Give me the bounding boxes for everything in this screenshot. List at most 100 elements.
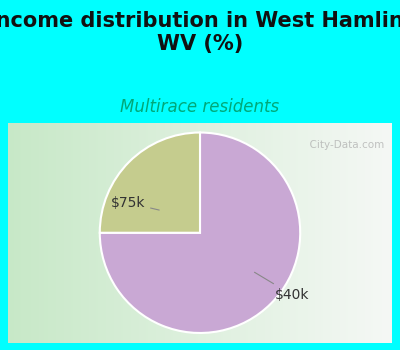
Bar	[35, 122, 37, 343]
Wedge shape	[100, 133, 200, 233]
Bar	[256, 122, 258, 343]
Bar	[313, 122, 315, 343]
Bar	[25, 122, 27, 343]
Bar	[22, 122, 23, 343]
Bar	[173, 122, 175, 343]
Bar	[118, 122, 119, 343]
Bar	[350, 122, 352, 343]
Bar	[269, 122, 271, 343]
Bar	[175, 122, 177, 343]
Bar	[52, 122, 54, 343]
Bar	[188, 122, 190, 343]
Bar	[231, 122, 233, 343]
Bar	[294, 122, 296, 343]
Bar	[275, 122, 277, 343]
Bar	[390, 122, 392, 343]
Bar	[214, 122, 215, 343]
Bar	[152, 122, 154, 343]
Bar	[87, 122, 89, 343]
Bar	[327, 122, 329, 343]
Bar	[242, 122, 244, 343]
Bar	[217, 122, 219, 343]
Bar	[41, 122, 42, 343]
Text: Income distribution in West Hamlin,
WV (%): Income distribution in West Hamlin, WV (…	[0, 10, 400, 54]
Bar	[377, 122, 378, 343]
Bar	[146, 122, 148, 343]
Bar	[29, 122, 31, 343]
Bar	[89, 122, 90, 343]
Bar	[248, 122, 250, 343]
Bar	[302, 122, 304, 343]
Wedge shape	[100, 133, 300, 333]
Text: Multirace residents: Multirace residents	[120, 98, 280, 116]
Bar	[183, 122, 185, 343]
Bar	[308, 122, 310, 343]
Bar	[234, 122, 236, 343]
Bar	[382, 122, 384, 343]
Bar	[288, 122, 290, 343]
Bar	[210, 122, 212, 343]
Bar	[225, 122, 227, 343]
Bar	[330, 122, 332, 343]
Bar	[23, 122, 25, 343]
Bar	[150, 122, 152, 343]
Bar	[66, 122, 68, 343]
Bar	[138, 122, 140, 343]
Bar	[240, 122, 242, 343]
Bar	[54, 122, 56, 343]
Bar	[71, 122, 73, 343]
Bar	[85, 122, 87, 343]
Bar	[258, 122, 260, 343]
Bar	[137, 122, 138, 343]
Bar	[340, 122, 342, 343]
Bar	[64, 122, 66, 343]
Bar	[229, 122, 231, 343]
Bar	[73, 122, 75, 343]
Bar	[125, 122, 127, 343]
Bar	[60, 122, 62, 343]
Bar	[98, 122, 100, 343]
Bar	[356, 122, 358, 343]
Bar	[121, 122, 123, 343]
Bar	[388, 122, 390, 343]
Bar	[27, 122, 29, 343]
Bar	[265, 122, 267, 343]
Bar	[62, 122, 64, 343]
Bar	[271, 122, 273, 343]
Bar	[273, 122, 275, 343]
Bar	[380, 122, 382, 343]
Bar	[386, 122, 388, 343]
Bar	[37, 122, 39, 343]
Bar	[369, 122, 371, 343]
Bar	[77, 122, 79, 343]
Bar	[208, 122, 210, 343]
Bar	[336, 122, 338, 343]
Bar	[365, 122, 367, 343]
Bar	[310, 122, 311, 343]
Bar	[39, 122, 41, 343]
Bar	[81, 122, 83, 343]
Bar	[10, 122, 12, 343]
Bar	[334, 122, 336, 343]
Bar	[90, 122, 92, 343]
Bar	[252, 122, 254, 343]
Bar	[44, 122, 46, 343]
Bar	[212, 122, 214, 343]
Bar	[119, 122, 121, 343]
Bar	[116, 122, 118, 343]
Bar	[202, 122, 204, 343]
Text: $40k: $40k	[254, 272, 310, 302]
Bar	[167, 122, 169, 343]
Bar	[244, 122, 246, 343]
Bar	[133, 122, 135, 343]
Bar	[238, 122, 240, 343]
Bar	[304, 122, 306, 343]
Bar	[162, 122, 164, 343]
Bar	[342, 122, 344, 343]
Bar	[181, 122, 183, 343]
Bar	[31, 122, 33, 343]
Bar	[298, 122, 300, 343]
Bar	[319, 122, 321, 343]
Bar	[375, 122, 377, 343]
Bar	[292, 122, 294, 343]
